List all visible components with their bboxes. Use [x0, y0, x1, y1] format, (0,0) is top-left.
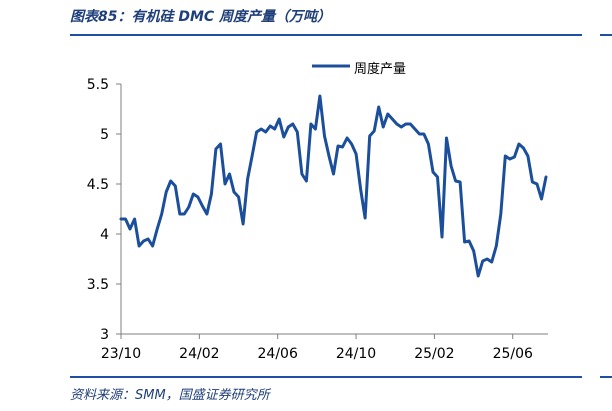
x-tick-label: 24/10: [336, 346, 376, 362]
chart-title: 图表85：有机硅 DMC 周度产量（万吨）: [70, 9, 332, 25]
bottom-rule: [70, 376, 582, 378]
y-tick-label: 3: [100, 327, 109, 343]
chart-ticks: 3 3.5 4 4.5 5 5.5 23/10 24/02 24/06 24/10 25/02 25/…: [87, 77, 533, 362]
source-note: 资料来源：SMM，国盛证券研究所: [70, 388, 270, 403]
y-tick-label: 5.5: [87, 77, 109, 93]
legend-label: 周度产量: [354, 62, 407, 77]
x-tick-label: 25/06: [493, 346, 533, 362]
bottom-rule-right: [600, 376, 612, 378]
top-rule: [70, 34, 582, 36]
x-tick-label: 25/02: [414, 346, 454, 362]
top-rule-right: [600, 34, 612, 36]
x-tick-label: 24/02: [179, 346, 219, 362]
y-tick-label: 4.5: [87, 177, 109, 193]
y-tick-label: 4: [100, 227, 109, 243]
x-tick-label: 24/06: [258, 346, 298, 362]
chart-axes: [120, 84, 548, 335]
y-tick-label: 3.5: [87, 277, 109, 293]
series-line: [119, 94, 548, 278]
x-tick-label: 23/10: [101, 346, 141, 362]
y-tick-label: 5: [100, 127, 109, 143]
